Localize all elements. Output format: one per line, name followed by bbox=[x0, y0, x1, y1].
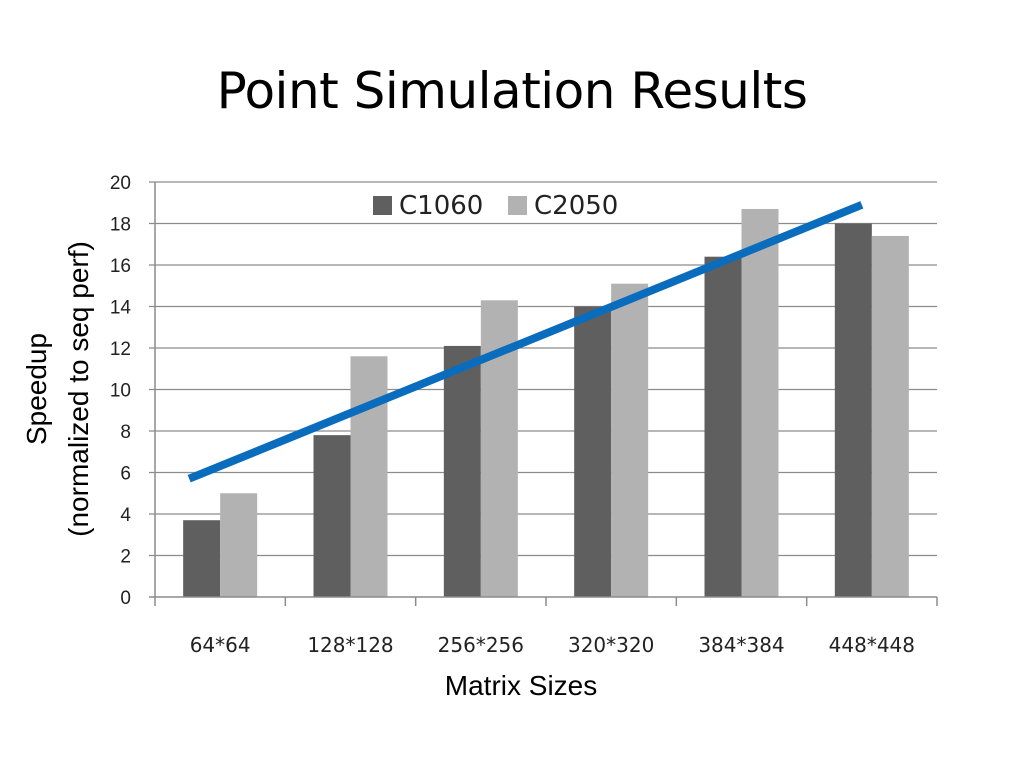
y-axis-title-line: (normalized to seq perf) bbox=[63, 241, 94, 537]
legend-label-c1060: C1060 bbox=[399, 191, 483, 221]
legend: C1060 C2050 bbox=[373, 191, 618, 221]
bar-c2050-448x448 bbox=[871, 235, 909, 597]
x-tick-label: 384*384 bbox=[698, 633, 784, 657]
legend-swatch-c2050 bbox=[508, 196, 527, 215]
trend-line-group bbox=[187, 201, 864, 483]
x-tick-label: 320*320 bbox=[568, 633, 654, 657]
bar-c1060-128x128 bbox=[313, 435, 351, 597]
y-tick-label: 6 bbox=[120, 464, 131, 485]
x-tick-label: 128*128 bbox=[307, 633, 393, 657]
y-tick-label: 0 bbox=[120, 588, 131, 609]
bar-c2050-320x320 bbox=[611, 283, 649, 597]
y-tick-label: 18 bbox=[110, 215, 131, 236]
y-tick-label: 8 bbox=[120, 422, 131, 443]
bar-c1060-256x256 bbox=[443, 345, 481, 597]
bar-c2050-128x128 bbox=[350, 356, 388, 597]
bar-c2050-64x64 bbox=[220, 493, 258, 597]
axes bbox=[149, 182, 938, 606]
y-tick-label: 2 bbox=[120, 547, 131, 568]
bar-c2050-384x384 bbox=[741, 208, 779, 597]
legend-label-c2050: C2050 bbox=[534, 191, 618, 221]
x-tick-label: 64*64 bbox=[190, 633, 251, 657]
gridlines bbox=[149, 181, 937, 557]
bar-c1060-320x320 bbox=[574, 306, 612, 597]
y-tick-label: 20 bbox=[110, 173, 131, 194]
bar-c1060-384x384 bbox=[704, 256, 742, 597]
y-tick-label: 16 bbox=[110, 256, 131, 277]
x-axis-title: Matrix Sizes bbox=[445, 670, 597, 701]
trend-line bbox=[187, 201, 864, 483]
y-tick-label: 14 bbox=[110, 298, 132, 319]
bar-c1060-448x448 bbox=[834, 223, 872, 597]
y-tick-label: 4 bbox=[120, 505, 131, 526]
axis-labels: 0 2 4 6 8 10 12 14 16 18 20 64*64 128*128 256*256 320*… bbox=[21, 173, 915, 701]
bars bbox=[183, 208, 909, 597]
bar-c1060-64x64 bbox=[183, 520, 221, 597]
legend-swatch-c1060 bbox=[373, 196, 392, 215]
x-tick-label: 448*448 bbox=[829, 633, 915, 657]
y-tick-label: 10 bbox=[110, 381, 131, 402]
slide-title: Point Simulation Results bbox=[216, 62, 808, 120]
y-tick-label: 12 bbox=[110, 339, 131, 360]
y-axis-title-line: Speedup bbox=[21, 333, 52, 445]
x-tick-label: 256*256 bbox=[438, 633, 524, 657]
